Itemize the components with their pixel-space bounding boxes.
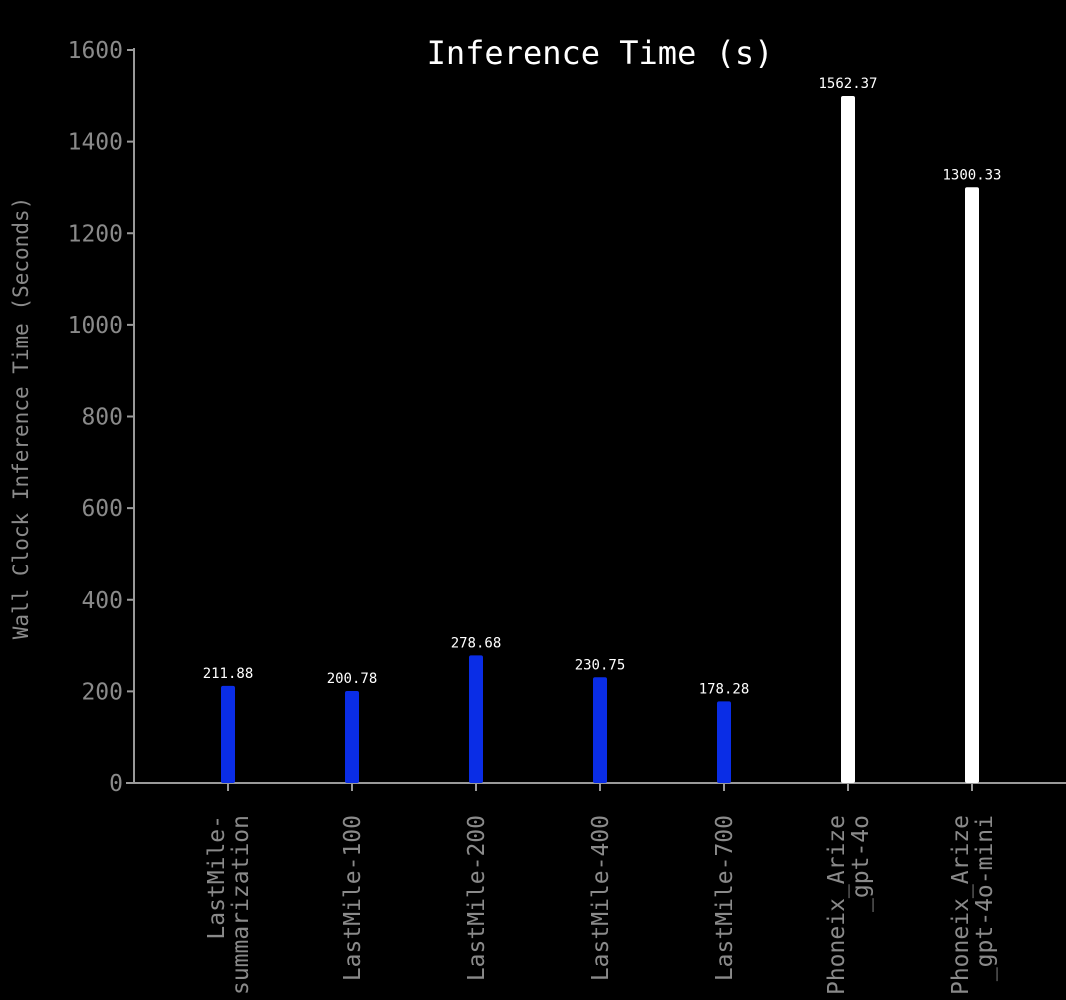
x-tick-label-line: LastMile-400 <box>588 815 614 981</box>
x-tick-label-line: summarization <box>228 815 254 995</box>
x-tick-label: LastMile-200 <box>464 815 490 981</box>
bar <box>469 655 483 783</box>
x-tick-label-line: _gpt-4o <box>848 815 874 912</box>
x-tick-label: LastMile-100 <box>340 815 366 981</box>
x-tick-label: LastMile-400 <box>588 815 614 981</box>
y-tick-label: 600 <box>81 496 123 522</box>
y-tick-label: 0 <box>109 771 123 797</box>
x-tick-label-line: LastMile-100 <box>340 815 366 981</box>
x-tick-label: Phoneix_Arize_gpt-4o <box>824 815 874 995</box>
axes: 0 200 400 600 800 1000 1200 1400 1600 LastMile-su… <box>68 38 1066 995</box>
x-tick-label: LastMile-700 <box>712 815 738 981</box>
bars: 211.88 200.78 278.68 230.75 178.28 1562.37 130… <box>203 76 1002 783</box>
x-tick-label: Phoneix_Arize_gpt-4o-mini <box>948 815 998 995</box>
bar-value-label: 1562.37 <box>818 76 877 92</box>
bar <box>593 677 607 783</box>
x-tick-label-line: LastMile- <box>204 815 230 940</box>
x-tick-label-line: _gpt-4o-mini <box>972 815 998 981</box>
bar-value-label: 200.78 <box>327 671 378 687</box>
x-tick-label-line: LastMile-200 <box>464 815 490 981</box>
chart-title: Inference Time (s) <box>427 34 774 72</box>
y-tick-label: 1000 <box>68 313 123 339</box>
x-tick-label-line: Phoneix_Arize <box>948 815 974 995</box>
bar <box>221 685 235 783</box>
y-tick-label: 1200 <box>68 221 123 247</box>
x-tick-label: LastMile-summarization <box>204 815 254 995</box>
bar-value-label: 1300.33 <box>942 167 1001 183</box>
bar-value-label: 178.28 <box>699 681 750 697</box>
bar <box>345 691 359 783</box>
y-tick-label: 400 <box>81 588 123 614</box>
y-axis-label: Wall Clock Inference Time (Seconds) <box>9 197 33 640</box>
y-tick-label: 1400 <box>68 130 123 156</box>
bar-value-label: 211.88 <box>203 666 254 682</box>
y-tick-label: 200 <box>81 679 123 705</box>
bar-value-label: 278.68 <box>451 635 502 651</box>
y-tick-label: 800 <box>81 405 123 431</box>
y-tick-label: 1600 <box>68 38 123 64</box>
bar <box>965 187 979 783</box>
x-tick-label-line: Phoneix_Arize <box>824 815 850 995</box>
bar <box>717 701 731 783</box>
bar <box>841 96 855 783</box>
x-tick-label-line: LastMile-700 <box>712 815 738 981</box>
bar-value-label: 230.75 <box>575 657 626 673</box>
